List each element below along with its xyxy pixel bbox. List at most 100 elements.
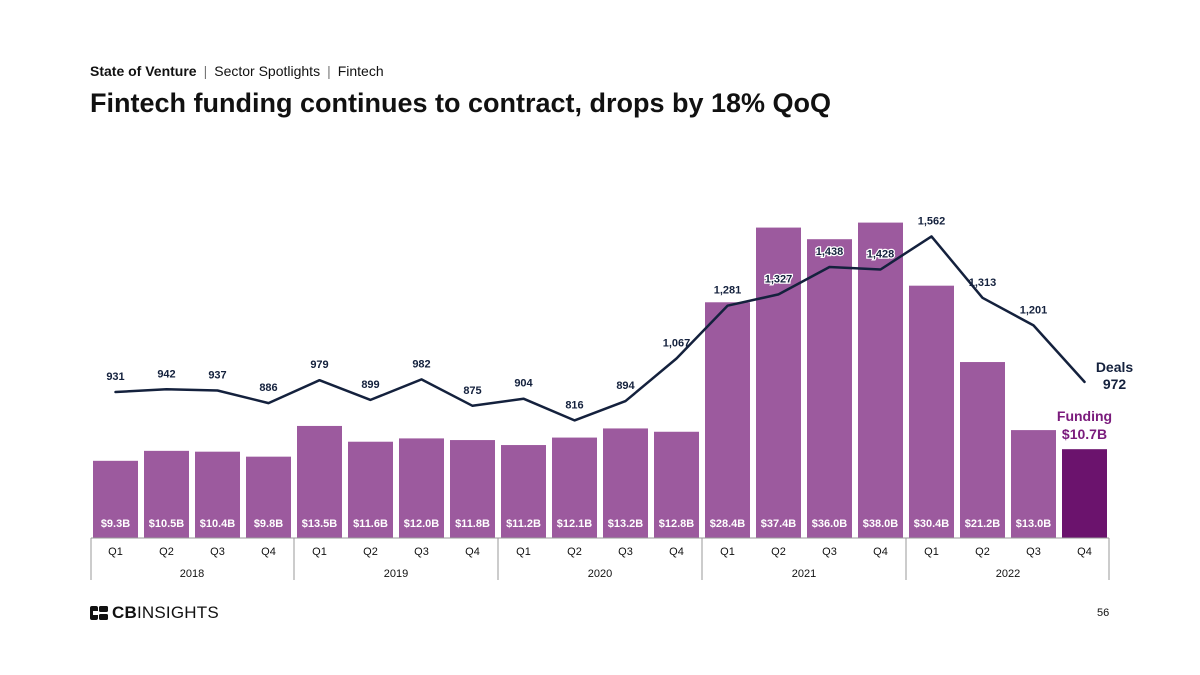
- deals-data-label: 899: [361, 379, 379, 391]
- x-tick-label: Q3: [822, 546, 837, 558]
- deals-data-label: 1,562: [918, 215, 946, 227]
- funding-data-label: $30.4B: [914, 518, 950, 530]
- year-label: 2021: [792, 568, 816, 580]
- breadcrumb-subsection: Sector Spotlights: [214, 63, 321, 79]
- deals-data-label: 816: [565, 399, 583, 411]
- x-tick-label: Q2: [363, 546, 378, 558]
- x-tick-label: Q2: [159, 546, 174, 558]
- x-tick-label: Q1: [516, 546, 531, 558]
- x-tick-label: Q2: [975, 546, 990, 558]
- funding-bar: [960, 362, 1005, 538]
- funding-data-label: $10.4B: [200, 518, 236, 530]
- breadcrumb: State of Venture | Sector Spotlights | Finte…: [90, 63, 384, 79]
- funding-bar: [909, 285, 954, 538]
- funding-data-label: $13.5B: [302, 518, 338, 530]
- breadcrumb-section: State of Venture: [90, 63, 197, 79]
- funding-data-label: $12.1B: [557, 518, 593, 530]
- funding-data-label: $11.2B: [506, 518, 541, 530]
- deals-data-label: 894: [616, 380, 635, 392]
- funding-bar: [807, 239, 852, 538]
- funding-bar: [552, 437, 597, 538]
- funding-callout-value: $10.7B: [1062, 426, 1107, 442]
- funding-bar: [297, 425, 342, 538]
- funding-data-label: $28.4B: [710, 518, 746, 530]
- funding-callout-name: Funding: [1057, 408, 1112, 424]
- funding-bar: [501, 445, 546, 538]
- x-tick-label: Q3: [414, 546, 429, 558]
- deals-data-label: 931: [106, 371, 124, 383]
- deals-data-label: 1,438: [816, 246, 844, 258]
- year-label: 2020: [588, 568, 612, 580]
- funding-bar: [144, 450, 189, 538]
- x-tick-label: Q1: [924, 546, 939, 558]
- page-number: 56: [1097, 607, 1110, 619]
- x-tick-label: Q3: [618, 546, 633, 558]
- x-tick-label: Q4: [873, 546, 888, 558]
- deals-data-label: 1,201: [1020, 304, 1048, 316]
- page-title: Fintech funding continues to contract, d…: [90, 88, 832, 118]
- deals-data-label: 1,281: [714, 285, 742, 297]
- funding-data-label: $38.0B: [863, 518, 899, 530]
- x-tick-label: Q1: [720, 546, 735, 558]
- funding-bar: [399, 438, 444, 538]
- deals-data-label: 1,428: [867, 248, 895, 260]
- funding-bar: [654, 431, 699, 538]
- x-tick-label: Q2: [771, 546, 786, 558]
- funding-bar: [1011, 430, 1056, 538]
- funding-bar: [705, 302, 750, 538]
- funding-data-label: $9.8B: [254, 518, 283, 530]
- deals-data-label: 1,313: [969, 277, 997, 289]
- funding-data-label: $12.0B: [404, 518, 440, 530]
- funding-data-label: $9.3B: [101, 518, 130, 530]
- deals-data-label: 982: [412, 358, 430, 370]
- breadcrumb-separator: |: [203, 63, 208, 79]
- deals-callout-value: 972: [1103, 376, 1127, 392]
- x-tick-label: Q4: [669, 546, 684, 558]
- deals-data-label: 1,327: [765, 273, 793, 285]
- cb-logo-icon: [90, 606, 108, 620]
- deals-data-label: 979: [310, 359, 328, 371]
- funding-bar: [246, 456, 291, 538]
- deals-data-label: 937: [208, 370, 226, 382]
- funding-bar: [858, 222, 903, 538]
- deals-line: [114, 235, 1086, 422]
- funding-bar: [603, 428, 648, 538]
- deals-data-label: 886: [259, 382, 277, 394]
- x-tick-label: Q4: [465, 546, 480, 558]
- funding-data-label: $37.4B: [761, 518, 797, 530]
- funding-data-label: $21.2B: [965, 518, 1001, 530]
- breadcrumb-topic: Fintech: [337, 63, 384, 79]
- funding-data-label: $36.0B: [812, 518, 848, 530]
- funding-data-label: $12.8B: [659, 518, 695, 530]
- x-tick-label: Q1: [312, 546, 327, 558]
- funding-data-label: $13.0B: [1016, 518, 1052, 530]
- funding-data-label: $11.8B: [455, 518, 490, 530]
- x-tick-label: Q3: [210, 546, 225, 558]
- deals-data-label: 904: [514, 378, 533, 390]
- funding-bar: [195, 451, 240, 538]
- x-tick-label: Q3: [1026, 546, 1041, 558]
- funding-bar: [1062, 449, 1107, 538]
- cb-insights-logo: CBINSIGHTS: [90, 603, 219, 623]
- x-tick-label: Q4: [261, 546, 276, 558]
- logo-wordmark: CBINSIGHTS: [112, 603, 219, 622]
- deals-data-label: 942: [157, 368, 175, 380]
- funding-data-label: $11.6B: [353, 518, 388, 530]
- breadcrumb-separator: |: [327, 63, 331, 79]
- funding-bar: [756, 227, 801, 538]
- year-label: 2022: [996, 568, 1020, 580]
- year-label: 2019: [384, 568, 408, 580]
- funding-data-label: $13.2B: [608, 518, 644, 530]
- year-label: 2018: [180, 568, 204, 580]
- x-tick-label: Q4: [1077, 546, 1092, 558]
- deals-callout-name: Deals: [1096, 359, 1134, 375]
- x-tick-label: Q2: [567, 546, 582, 558]
- deals-data-label: 875: [463, 385, 481, 397]
- funding-bar: [348, 441, 393, 538]
- funding-bar: [450, 440, 495, 538]
- deals-data-label: 1,067: [663, 337, 691, 349]
- x-tick-label: Q1: [108, 546, 123, 558]
- funding-bar: [93, 460, 138, 538]
- funding-data-label: $10.5B: [149, 518, 185, 530]
